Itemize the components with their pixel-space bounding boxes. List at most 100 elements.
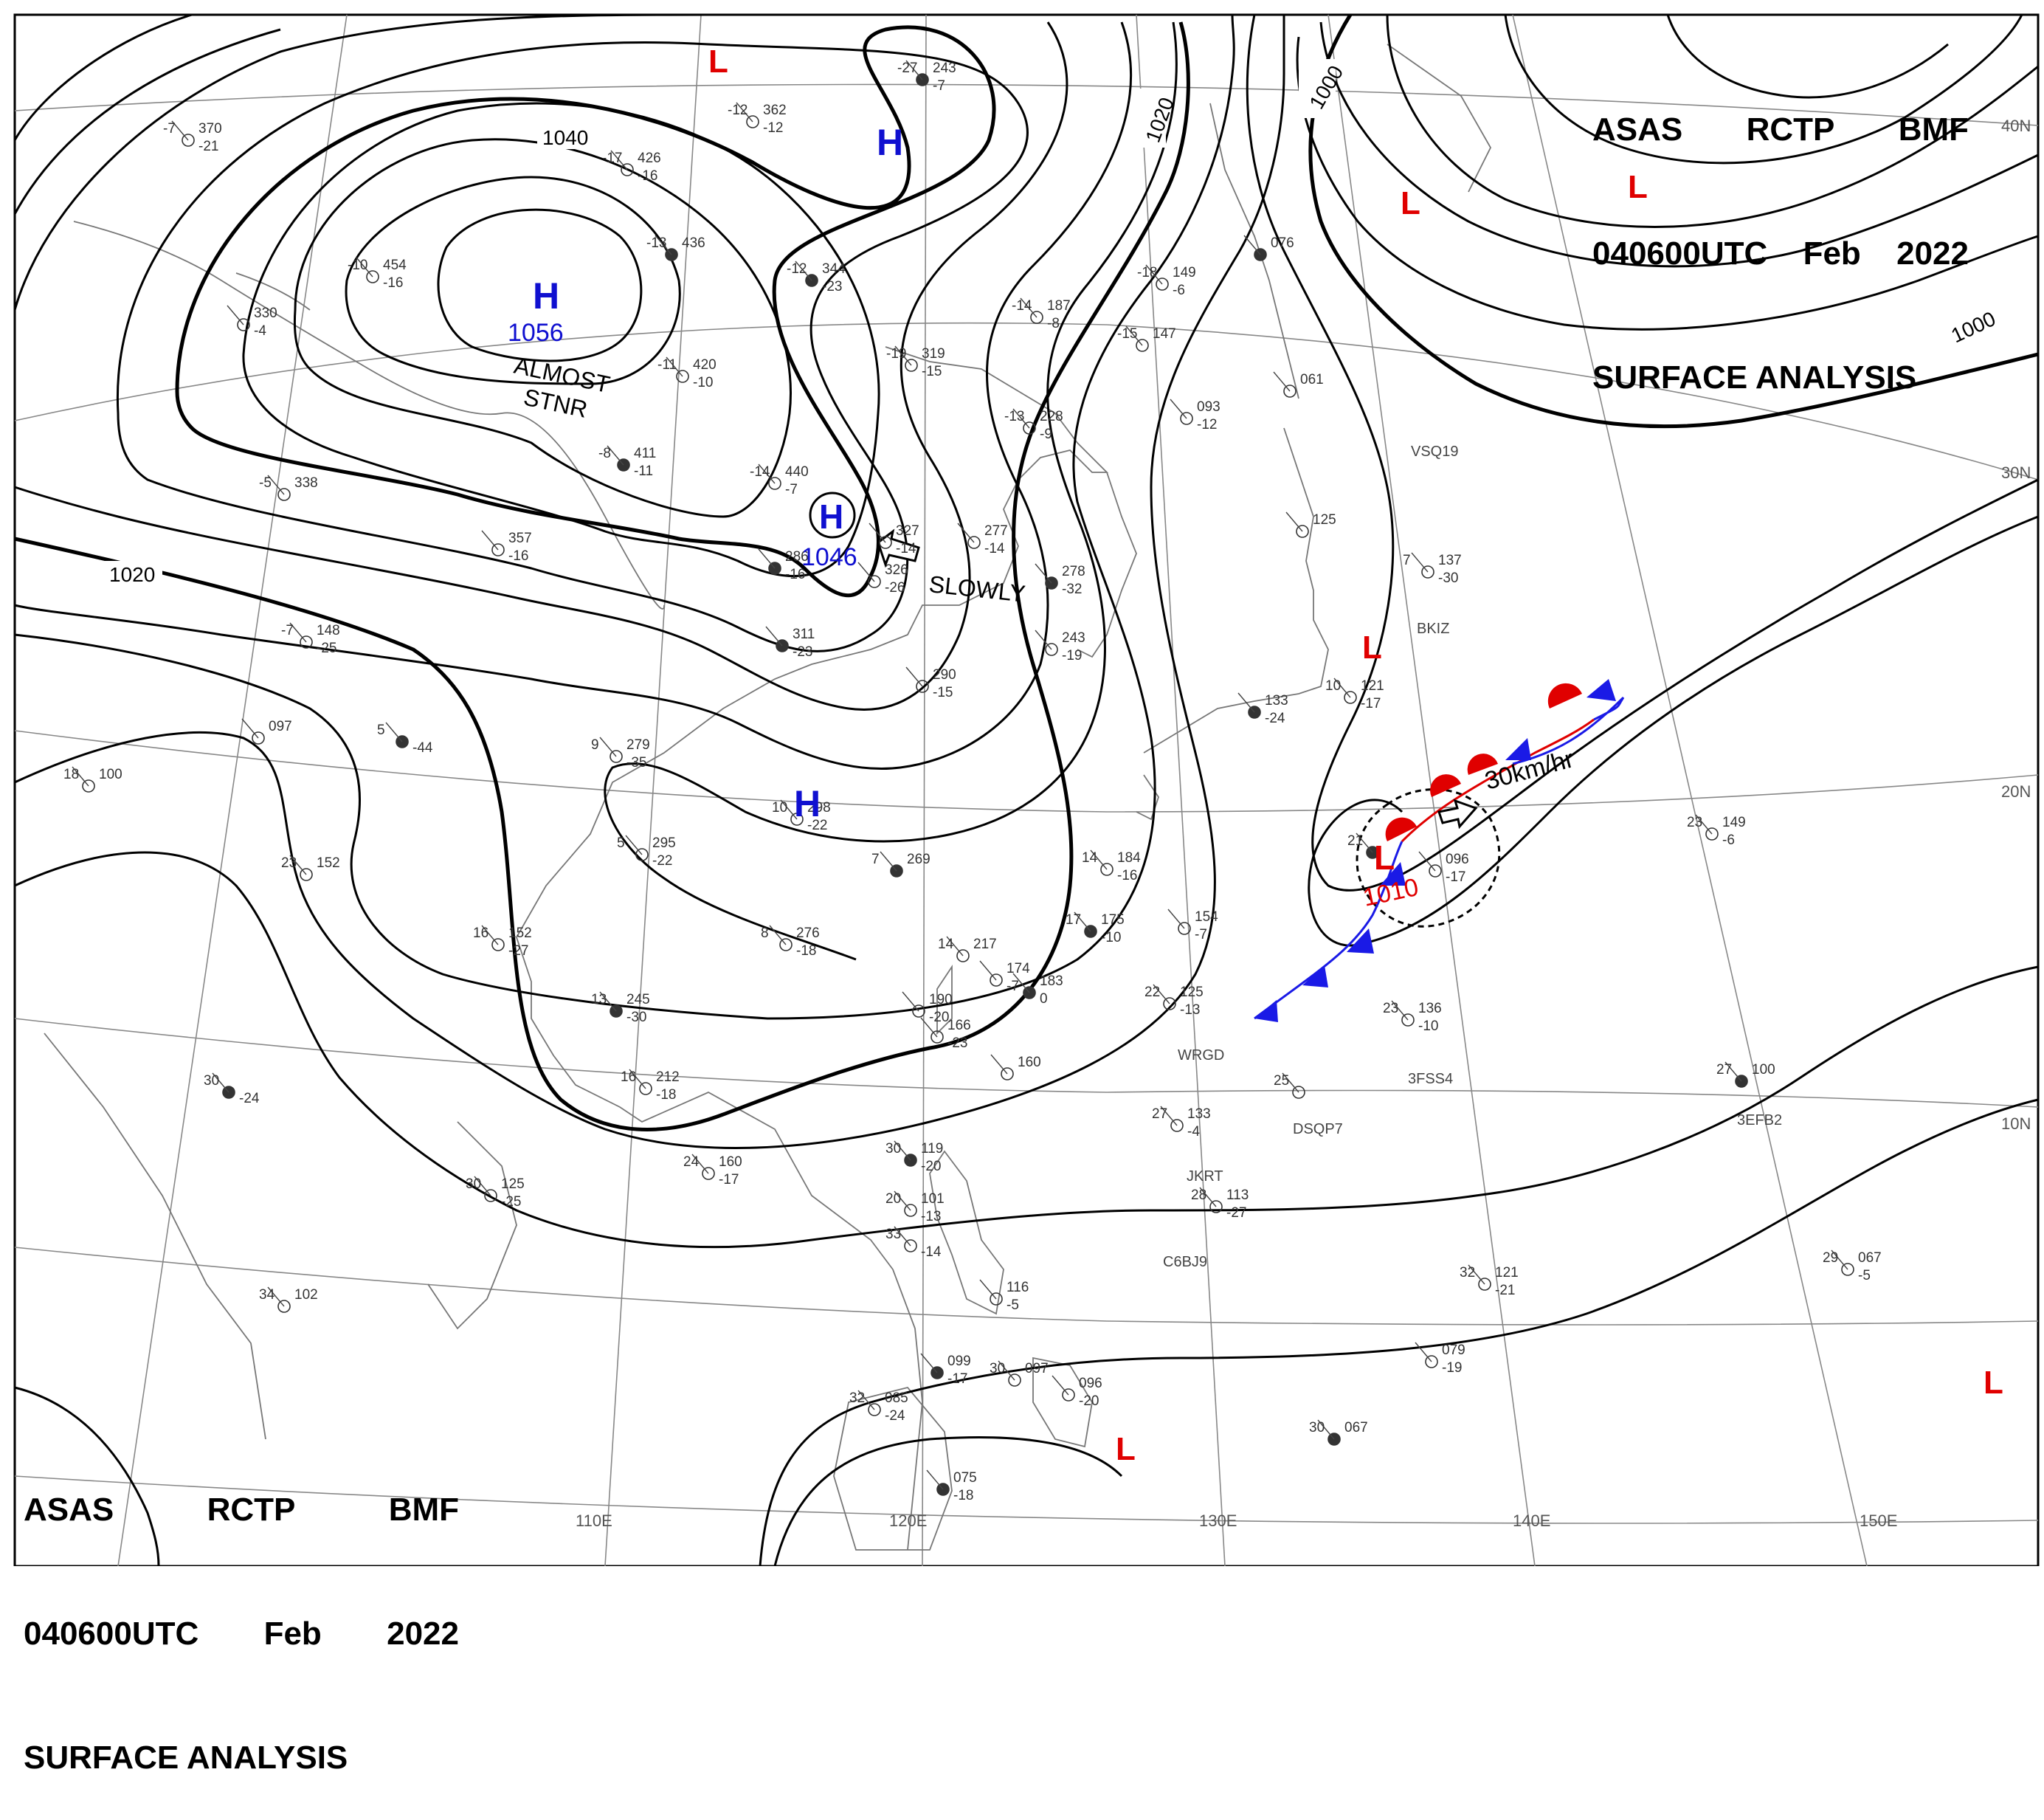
station-circle — [990, 973, 1003, 987]
high-center-symbol: H — [533, 275, 559, 317]
station-pressure: 096 — [1446, 852, 1469, 867]
high-center-motion: SLOWLY — [928, 571, 1026, 607]
header-top-right: ASAS RCTP BMF 040600UTC Feb 2022 SURFACE ANA… — [1592, 27, 1969, 440]
meridian-120e — [922, 14, 927, 1566]
station-circle — [868, 1403, 881, 1416]
station-pressure: 330 — [254, 306, 277, 321]
station-temp: 29 — [1823, 1250, 1838, 1266]
isobars — [13, 13, 2039, 1566]
station-circle — [1401, 1013, 1415, 1027]
station-pressure: 100 — [1752, 1062, 1775, 1078]
wind-barb — [1468, 1264, 1485, 1285]
lon-label-110e: 110E — [576, 1512, 612, 1530]
graticule — [14, 14, 2039, 1566]
station-dewpoint: -20 — [921, 1159, 941, 1174]
station-circle — [277, 488, 291, 501]
station-plot: 30 -24 — [204, 1072, 260, 1106]
station-pressure: 149 — [1722, 815, 1746, 830]
station-pressure: 102 — [294, 1287, 318, 1303]
wind-barb — [72, 766, 89, 787]
station-dewpoint: -24 — [885, 1408, 905, 1424]
wind-barb — [1035, 630, 1052, 650]
station-pressure: 061 — [1300, 372, 1324, 387]
station-dewpoint: 0 — [1040, 991, 1048, 1007]
station-pressure: 136 — [1418, 1001, 1442, 1016]
station-temp: -27 — [897, 61, 917, 76]
station-dewpoint: -16 — [383, 275, 403, 291]
station-pressure: 152 — [317, 855, 340, 871]
station-plot: 16 152 -27 — [473, 925, 532, 959]
wind-barb — [1273, 371, 1291, 392]
station-pressure: 326 — [885, 562, 908, 578]
station-plot: 154-7 — [1167, 909, 1218, 942]
station-plot: 23 149 -6 — [1687, 814, 1746, 848]
station-circle — [779, 938, 793, 951]
station-plot: 5 -44 — [377, 722, 433, 756]
station-temp: 22 — [1144, 985, 1160, 1000]
station-temp: 10 — [772, 800, 787, 816]
parallel-30n — [14, 322, 2039, 480]
station-dewpoint: -10 — [693, 375, 713, 390]
coast-sakhalin — [1209, 103, 1299, 399]
station-pressure: 278 — [1062, 564, 1085, 579]
station-pressure: 212 — [656, 1069, 680, 1085]
meridian-150e — [1512, 14, 1868, 1566]
wind-barb — [998, 1360, 1015, 1381]
station-temp: 23 — [1687, 815, 1702, 830]
wind-barb — [1170, 399, 1187, 419]
station-circle — [967, 536, 981, 549]
station-circle — [1296, 525, 1309, 538]
header-agency: ASAS — [1592, 111, 1683, 148]
warm-front-semicircle — [1430, 774, 1461, 797]
wind-barb — [1411, 552, 1429, 573]
ship-ids: VSQ19 BKIZ WRGD 3FSS4 DSQP7 3EFB2 C6BJ9 … — [1163, 444, 1782, 1270]
station-plot: -15 147 — [1117, 325, 1176, 352]
lat-label-30n: 30N — [2001, 463, 2031, 482]
wind-barb — [1160, 1106, 1178, 1126]
wind-barb — [625, 835, 643, 855]
lat-label-20n: 20N — [2001, 782, 2031, 801]
station-circle — [956, 949, 970, 962]
station-pressure: 276 — [796, 925, 820, 941]
station-plot: 311-23 — [765, 626, 815, 660]
station-plot: 7 137 -30 — [1403, 552, 1462, 586]
isobar-1024 — [13, 13, 1178, 961]
station-circle — [1136, 339, 1149, 352]
station-circle — [237, 318, 250, 331]
station-plot: -5 338 — [259, 475, 318, 501]
header-station: RCTP — [1746, 111, 1835, 148]
isobar-1020-main — [14, 21, 1190, 1131]
station-pressure: 125 — [1180, 985, 1204, 1000]
low-center-symbol: L — [1983, 1365, 2003, 1401]
station-pressure: 121 — [1361, 678, 1384, 694]
isobar-1028 — [13, 21, 1132, 771]
wind-barb — [946, 936, 964, 956]
station-circle — [1180, 412, 1193, 425]
wind-barb — [1418, 851, 1436, 872]
station-pressure: 116 — [1007, 1280, 1029, 1295]
station-dewpoint: -23 — [793, 644, 812, 660]
station-circle — [1100, 863, 1114, 876]
station-pressure: 344 — [822, 261, 846, 277]
wind-barb — [1695, 814, 1713, 835]
station-pressure: 436 — [682, 235, 705, 251]
isobar-1012-south — [759, 1098, 2039, 1566]
wind-barb — [1052, 1375, 1069, 1396]
wind-barb — [1282, 1072, 1299, 1093]
station-temp: 27 — [1152, 1106, 1167, 1122]
station-plot: 166-23 — [920, 1017, 971, 1051]
isobar-1004 — [1246, 14, 2039, 892]
station-plot: 30 119 -20 — [885, 1140, 943, 1174]
ship-id: 3FSS4 — [1408, 1071, 1453, 1087]
station-dewpoint: -7 — [1195, 927, 1207, 942]
station-plot: 326-26 — [857, 562, 908, 596]
station-circle — [702, 1167, 715, 1180]
station-circle — [82, 779, 95, 793]
station-pressure: 277 — [984, 523, 1008, 539]
station-plot: 290-15 — [905, 666, 956, 700]
station-circle — [1178, 922, 1191, 935]
high-center-symbol: H — [794, 783, 821, 824]
station-plot: 17 175 -10 — [1066, 911, 1125, 945]
station-temp: 30 — [466, 1176, 481, 1192]
station-circle — [905, 359, 918, 372]
